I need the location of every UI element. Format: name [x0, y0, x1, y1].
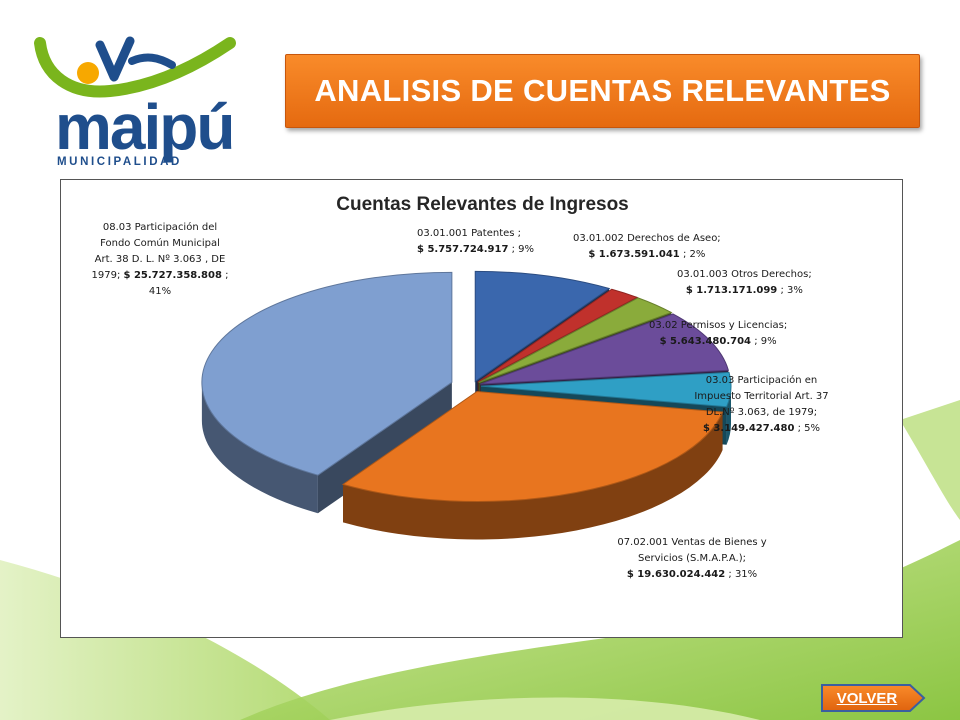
pie-slice-top-territorial — [480, 371, 732, 408]
label-fondo-l1: 08.03 Participación del — [102, 222, 218, 233]
pie-slice-side-fondo — [201, 382, 318, 514]
volver-button[interactable]: VOLVER — [820, 683, 926, 713]
pie-slice-ventas — [341, 390, 724, 540]
pie-slice-top-aseo — [477, 288, 639, 383]
pie-slice-top-permisos — [480, 313, 730, 385]
label-otros-name: 03.01.003 Otros Derechos; — [677, 269, 812, 280]
label-territorial-l3: DL.Nº 3.063, de 1979; — [705, 407, 818, 418]
label-fondo-value: $ 25.727.358.808 — [123, 270, 222, 281]
label-otros-pct: ; 3% — [780, 285, 803, 296]
label-patentes-name: 03.01.001 Patentes ; — [417, 228, 522, 239]
page-title-banner: ANALISIS DE CUENTAS RELEVANTES — [285, 54, 920, 128]
label-aseo: 03.01.002 Derechos de Aseo; $ 1.673.591.… — [573, 231, 721, 263]
pie-chart-svg — [201, 270, 732, 540]
label-permisos-pct: ; 9% — [754, 336, 777, 347]
label-ventas: 07.02.001 Ventas de Bienes y Servicios (… — [607, 535, 777, 583]
label-patentes: 03.01.001 Patentes ; $ 5.757.724.917 ; 9… — [417, 226, 534, 258]
arrow-right-icon — [821, 684, 926, 712]
label-fondo-l3: Art. 38 D. L. Nº 3.063 , DE — [94, 254, 226, 265]
pie-slice-side-territorial — [726, 386, 731, 445]
label-otros: 03.01.003 Otros Derechos; $ 1.713.171.09… — [677, 267, 812, 299]
label-permisos-name: 03.02 Permisos y Licencias; — [649, 320, 788, 331]
volver-label[interactable]: VOLVER — [836, 689, 898, 707]
logo-figure-icon — [34, 36, 236, 98]
label-fondo-l2: Fondo Común Municipal — [100, 238, 220, 249]
page-title: ANALISIS DE CUENTAS RELEVANTES — [314, 73, 891, 108]
label-territorial-pct: ; 5% — [797, 423, 821, 434]
label-ventas-l1: 07.02.001 Ventas de Bienes y — [617, 537, 767, 548]
label-ventas-value: $ 19.630.024.442 — [626, 569, 726, 580]
label-ventas-pct: ; 31% — [728, 569, 758, 580]
logo-subtitle: MUNICIPALIDAD — [57, 156, 182, 168]
bg-wave-light — [330, 697, 760, 720]
pie-slice-top-otros — [478, 297, 673, 384]
pie-chart: Cuentas Relevantes de Ingresos 03.01.001… — [60, 179, 903, 638]
label-patentes-value: $ 5.757.724.917 — [417, 244, 509, 255]
label-aseo-value: $ 1.673.591.041 — [588, 249, 680, 260]
label-fondo-pct: 41% — [148, 286, 172, 297]
label-territorial-l1: 03.03 Participación en — [705, 375, 818, 386]
label-fondo: 08.03 Participación del Fondo Común Muni… — [65, 220, 255, 300]
label-fondo-pct-sep: ; — [225, 270, 229, 281]
label-territorial: 03.03 Participación en Impuesto Territor… — [679, 373, 844, 437]
maipu-logo — [30, 25, 260, 175]
label-patentes-pct: ; 9% — [511, 244, 535, 255]
pie-slice-side-ventas — [343, 412, 723, 540]
label-aseo-name: 03.01.002 Derechos de Aseo; — [573, 233, 721, 244]
logo-wordmark: maipú — [55, 91, 235, 163]
label-permisos-value: $ 5.643.480.704 — [659, 336, 752, 347]
label-otros-value: $ 1.713.171.099 — [685, 285, 778, 296]
bg-wave-bottom — [240, 540, 960, 720]
pie-slice-top-ventas — [341, 390, 724, 502]
pie-slice-top-fondo — [201, 271, 453, 476]
label-aseo-pct: ; 2% — [682, 249, 706, 260]
label-permisos: 03.02 Permisos y Licencias; $ 5.643.480.… — [649, 318, 787, 350]
label-territorial-value: $ 3.149.427.480 — [702, 423, 795, 434]
bg-wave-right — [900, 400, 960, 520]
label-ventas-l2: Servicios (S.M.A.P.A.); — [638, 553, 746, 564]
pie-slice-top-patentes — [474, 270, 611, 383]
label-territorial-l2: Impuesto Territorial Art. 37 — [694, 391, 829, 402]
label-fondo-l4: 1979; — [91, 270, 121, 281]
chart-title: Cuentas Relevantes de Ingresos — [336, 194, 629, 215]
